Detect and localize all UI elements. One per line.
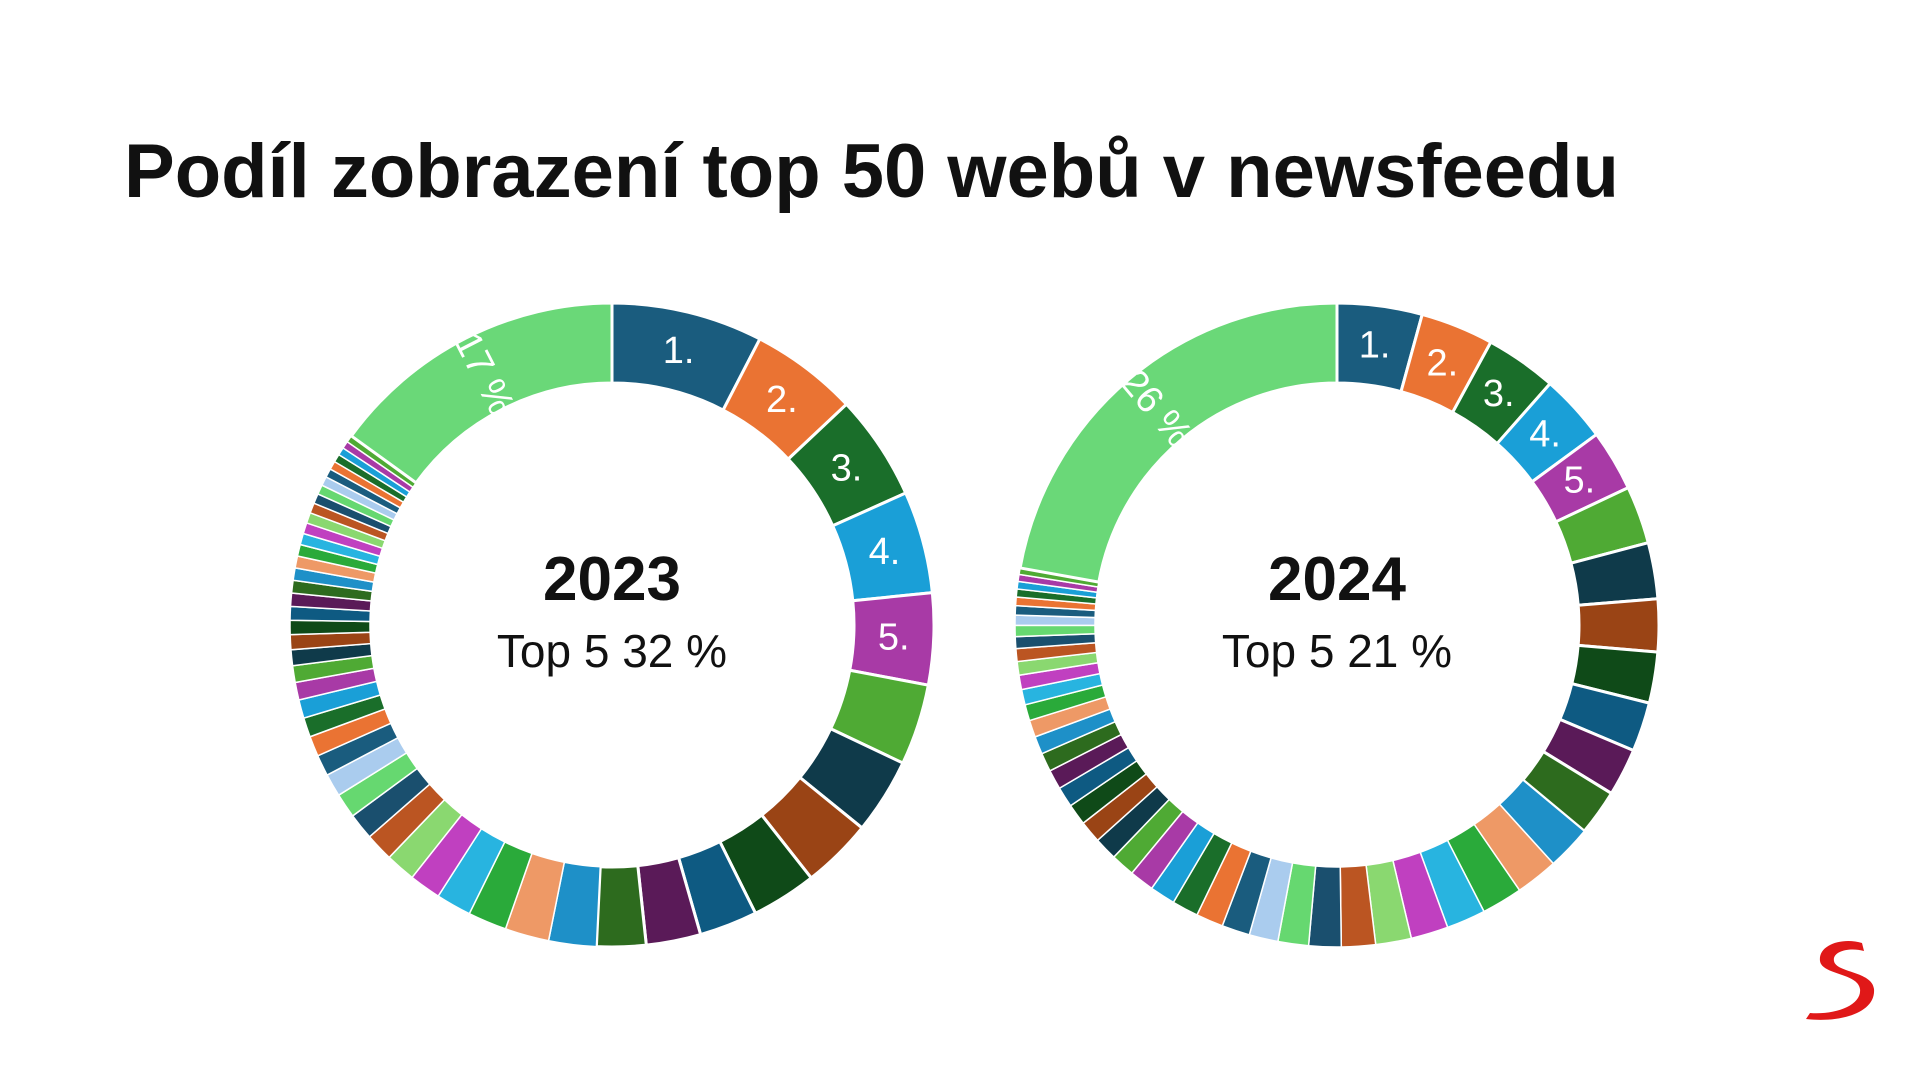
rank-label-4: 4.	[869, 531, 901, 573]
slice-31	[289, 619, 371, 636]
rank-label-3: 3.	[831, 447, 863, 489]
center-top5-label: Top 5 21 %	[1222, 625, 1452, 677]
slice-8	[1576, 597, 1661, 654]
page-title: Podíl zobrazení top 50 webů v newsfeedu	[124, 129, 1619, 214]
slice-12	[594, 863, 648, 949]
rank-label-5: 5.	[1563, 460, 1595, 502]
rank-label-3: 3.	[1483, 373, 1515, 415]
center-top5-label: Top 5 32 %	[497, 625, 727, 677]
rank-label-1: 1.	[663, 330, 695, 372]
center-year-label: 2023	[543, 545, 681, 614]
slice-rest	[349, 301, 614, 485]
rank-label-4: 4.	[1529, 414, 1561, 456]
brand-logo-icon	[1806, 941, 1875, 1020]
center-year-label: 2024	[1268, 545, 1406, 614]
rank-label-2: 2.	[766, 379, 798, 421]
rank-label-1: 1.	[1359, 325, 1391, 367]
rank-label-5: 5.	[878, 616, 910, 658]
slice-rest	[1018, 301, 1339, 584]
rank-label-2: 2.	[1427, 342, 1459, 384]
